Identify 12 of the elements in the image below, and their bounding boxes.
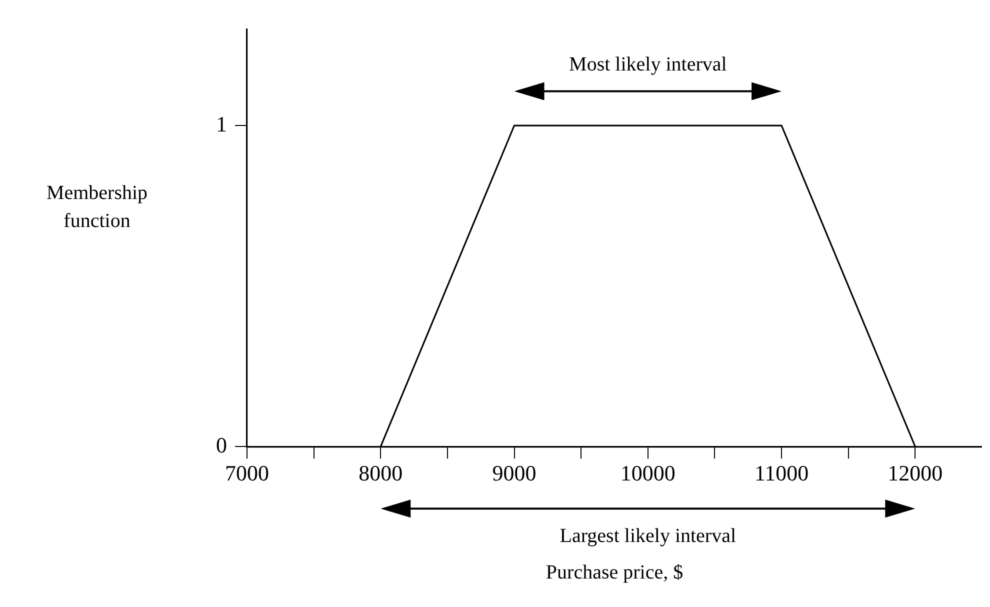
text: Largest likely interval [560,524,736,547]
y-axis-title: Membership function [46,182,148,232]
x-tick-label: 8000 [358,460,403,486]
x-tick-label: 10000 [620,460,676,486]
annotation: Most likely interval [569,53,728,76]
x-tick-label: 9000 [492,460,536,486]
x-tick-label: 7000 [225,460,269,486]
y-tick-label: 1 [216,111,227,136]
x-tick-label: 11000 [754,460,809,486]
y-tick-label: 0 [216,432,227,458]
x-axis-title: Purchase price, $ [546,561,684,584]
x-tick-label: 12000 [888,460,943,486]
